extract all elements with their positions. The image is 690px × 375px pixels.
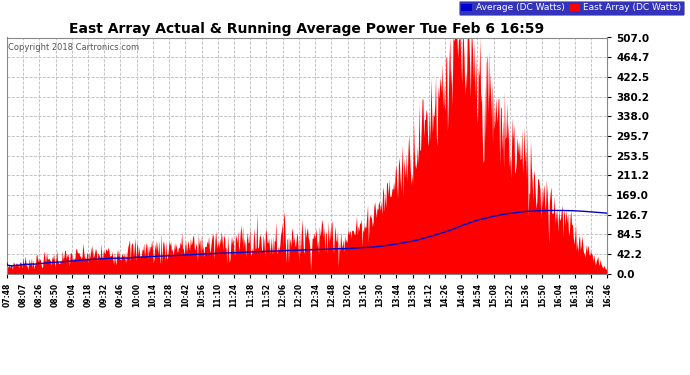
Legend: Average (DC Watts), East Array (DC Watts): Average (DC Watts), East Array (DC Watts… [459, 1, 684, 15]
Title: East Array Actual & Running Average Power Tue Feb 6 16:59: East Array Actual & Running Average Powe… [70, 22, 544, 36]
Text: Copyright 2018 Cartronics.com: Copyright 2018 Cartronics.com [8, 43, 139, 52]
